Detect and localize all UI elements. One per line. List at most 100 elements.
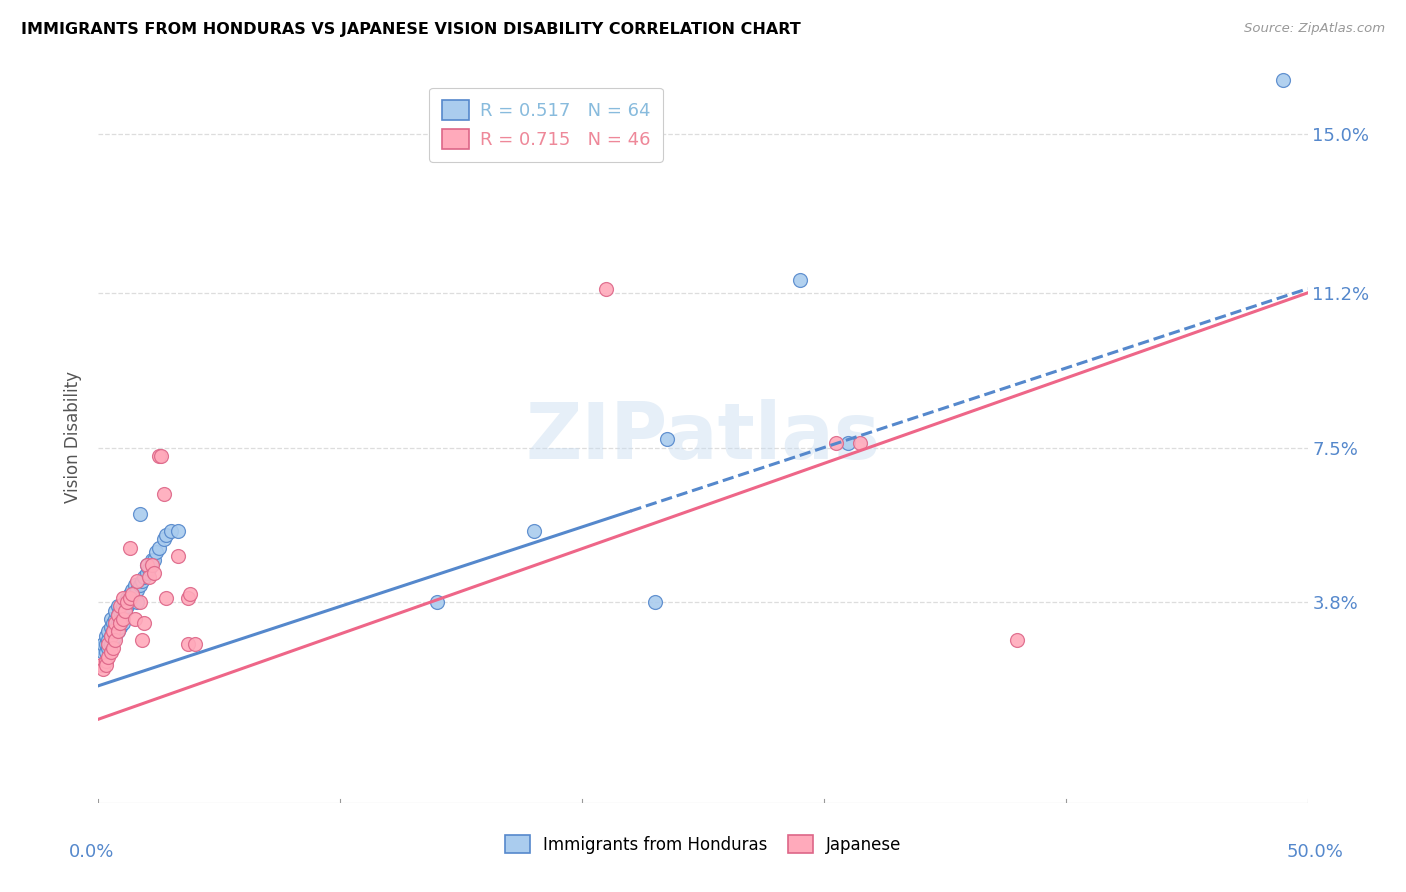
Point (107, 624, 129, 639)
Point (118, 587, 141, 601)
Point (127, 574, 149, 589)
Point (143, 553, 166, 567)
Point (108, 620, 131, 634)
Point (134, 570, 156, 584)
Point (100, 645, 122, 659)
Point (100, 637, 122, 651)
Point (94, 645, 117, 659)
Point (101, 624, 124, 639)
Text: 0.0%: 0.0% (69, 843, 114, 861)
Point (135, 558, 157, 572)
Point (108, 616, 131, 631)
Point (141, 553, 163, 567)
Point (145, 545, 167, 559)
Point (167, 549, 190, 564)
Point (100, 612, 122, 626)
Point (121, 582, 143, 597)
Point (111, 616, 134, 631)
Point (91, 662, 114, 676)
Point (107, 607, 129, 622)
Point (148, 449, 170, 463)
Point (177, 591, 200, 605)
Point (179, 587, 201, 601)
Point (789, 273, 811, 287)
Point (177, 637, 200, 651)
Point (117, 591, 139, 605)
Point (101, 616, 124, 631)
Legend: Immigrants from Honduras, Japanese: Immigrants from Honduras, Japanese (498, 829, 908, 860)
Point (91, 645, 114, 659)
Point (101, 624, 124, 639)
Point (117, 599, 139, 614)
Point (124, 578, 146, 592)
Point (134, 616, 156, 631)
Point (94, 629, 117, 643)
Point (523, 524, 546, 538)
Point (107, 599, 129, 614)
Point (118, 541, 141, 555)
Point (655, 432, 678, 446)
Point (104, 620, 127, 634)
Point (128, 578, 150, 592)
Point (100, 620, 122, 634)
Point (127, 595, 149, 609)
Point (97, 649, 120, 664)
Point (155, 591, 177, 605)
Point (138, 570, 160, 584)
Point (184, 637, 207, 651)
Point (108, 603, 131, 617)
Point (167, 524, 190, 538)
Point (107, 624, 129, 639)
Point (595, 282, 617, 296)
Point (111, 607, 134, 622)
Point (131, 632, 153, 647)
Point (131, 574, 153, 589)
Point (104, 612, 127, 626)
Point (90, 657, 112, 672)
Point (121, 587, 143, 601)
Point (97, 641, 120, 656)
Point (108, 599, 131, 614)
Point (114, 603, 136, 617)
Point (152, 533, 174, 547)
Point (150, 449, 173, 463)
Point (644, 595, 666, 609)
Point (426, 595, 449, 609)
Point (111, 599, 134, 614)
Point (128, 595, 150, 609)
Point (155, 528, 177, 542)
Point (107, 607, 129, 622)
Point (138, 562, 160, 576)
Point (104, 629, 127, 643)
Point (111, 612, 134, 626)
Point (104, 632, 127, 647)
Point (1007, 632, 1029, 647)
Point (94, 657, 117, 672)
Point (97, 624, 120, 639)
Point (1272, 72, 1295, 87)
Point (837, 436, 859, 450)
Point (124, 612, 146, 626)
Point (104, 603, 127, 617)
Point (97, 637, 120, 651)
Point (90, 641, 112, 656)
Point (128, 508, 150, 522)
Point (91, 637, 114, 651)
Point (118, 591, 141, 605)
Point (148, 541, 170, 555)
Text: 50.0%: 50.0% (1286, 843, 1343, 861)
Point (135, 566, 157, 580)
Point (111, 591, 134, 605)
Point (101, 641, 124, 656)
Point (141, 558, 163, 572)
Point (101, 632, 124, 647)
Point (100, 629, 122, 643)
Text: Source: ZipAtlas.com: Source: ZipAtlas.com (1244, 22, 1385, 36)
Point (94, 637, 117, 651)
Point (114, 603, 136, 617)
Point (160, 524, 183, 538)
Point (107, 616, 129, 631)
Point (104, 616, 127, 631)
Point (849, 436, 872, 450)
Point (135, 558, 157, 572)
